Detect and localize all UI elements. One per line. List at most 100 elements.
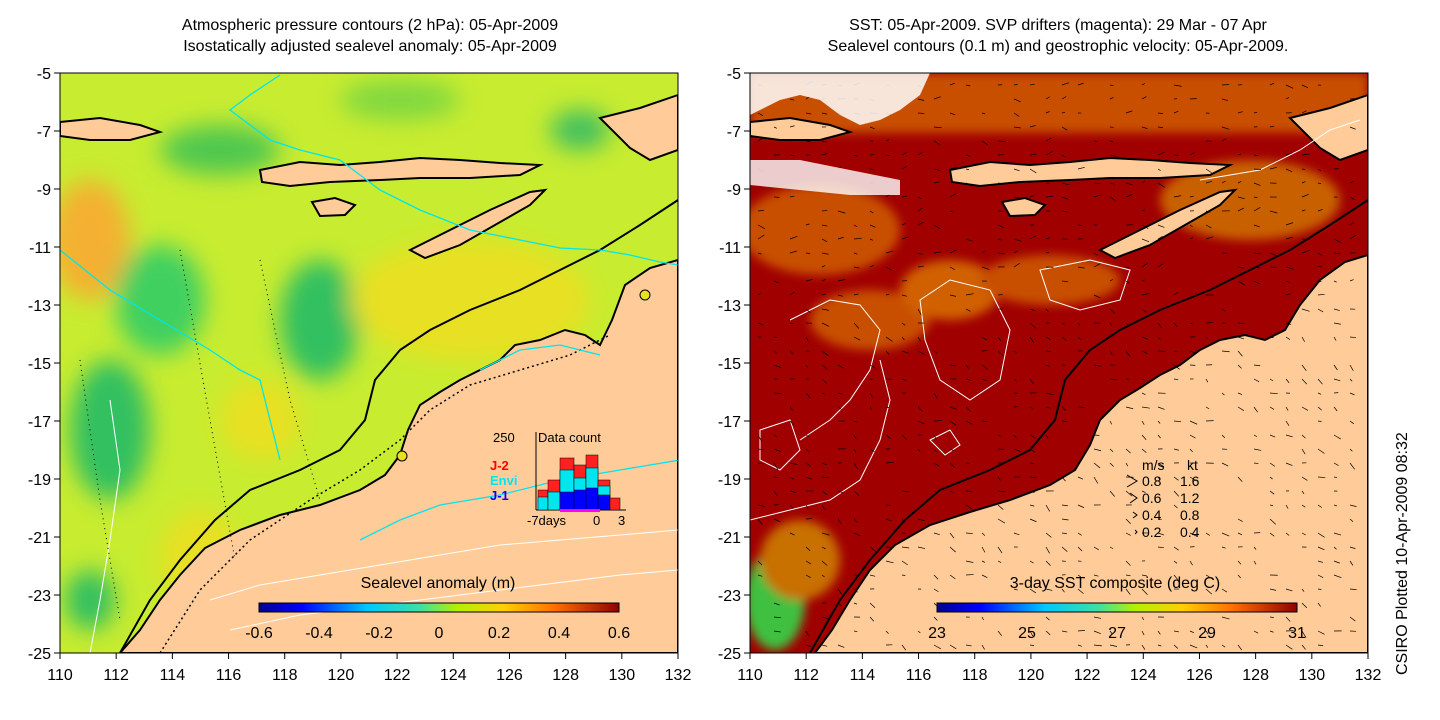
velocity-arrow	[1237, 560, 1242, 565]
velocity-arrow	[1269, 166, 1277, 170]
velocity-arrow	[1237, 266, 1245, 269]
velocity-arrow	[965, 462, 970, 465]
velocity-arrow	[757, 112, 764, 116]
velocity-arrow	[1125, 574, 1131, 577]
velocity-arrow	[1045, 588, 1053, 591]
left-colorbar-ticks: -0.6 -0.4 -0.2 0 0.2 0.4 0.6	[245, 625, 630, 642]
velocity-arrow	[949, 532, 955, 539]
velocity-arrow	[1093, 448, 1102, 452]
velocity-arrow	[1125, 266, 1130, 269]
velocity-arrow	[885, 406, 890, 409]
velocity-arrow	[869, 364, 877, 369]
velocity-arrow	[1189, 420, 1198, 425]
velocity-arrow	[1157, 322, 1162, 328]
velocity-arrow	[1173, 350, 1178, 353]
velocity-arrow	[1125, 518, 1131, 525]
velocity-arrow	[1141, 293, 1150, 296]
velocity-arrow	[821, 350, 829, 356]
velocity-arrow-icon	[1129, 492, 1138, 504]
velocity-arrow	[1333, 280, 1337, 283]
velocity-arrow	[1333, 476, 1338, 478]
velocity-arrow	[837, 392, 843, 395]
velocity-arrow	[853, 224, 858, 228]
sl-contour-4	[1039, 259, 1131, 311]
velocity-kt: 0.8	[1180, 507, 1200, 523]
velocity-arrow	[1173, 560, 1178, 564]
velocity-arrow	[1205, 210, 1211, 213]
velocity-arrow	[789, 291, 796, 296]
island-java-right	[750, 116, 854, 141]
velocity-arrow	[917, 152, 923, 156]
velocity-arrow	[1269, 82, 1275, 86]
velocity-arrow	[1237, 476, 1243, 482]
velocity-arrow	[757, 448, 765, 451]
velocity-arrow	[1253, 406, 1258, 413]
velocity-arrow	[997, 140, 1006, 142]
velocity-arrow	[1109, 97, 1114, 100]
y-tick-label: -25	[28, 646, 51, 663]
velocity-arrow	[1045, 504, 1051, 512]
velocity-arrow	[1253, 196, 1258, 199]
velocity-arrow	[949, 166, 958, 170]
velocity-arrow	[1285, 336, 1291, 340]
velocity-arrow	[1237, 364, 1242, 369]
velocity-arrow	[1237, 336, 1245, 340]
data-count-inset: 250 Data count J-2 Envi J-1 -7	[490, 430, 626, 528]
velocity-arrow	[1093, 224, 1098, 226]
velocity-arrow	[1301, 308, 1310, 312]
velocity-arrow	[773, 350, 777, 354]
velocity-arrow	[885, 266, 892, 271]
velocity-arrow	[1173, 84, 1182, 87]
velocity-arrow	[917, 420, 925, 425]
velocity-arrow	[1077, 406, 1085, 408]
velocity-arrow	[853, 518, 858, 523]
velocity-arrow	[1349, 126, 1356, 130]
velocity-arrow	[997, 336, 1002, 342]
velocity-arrow	[1109, 154, 1118, 158]
velocity-arrow	[1141, 238, 1150, 243]
velocity-arrow	[1061, 210, 1068, 213]
data-count-bar	[585, 487, 599, 511]
velocity-arrow	[1125, 560, 1131, 566]
velocity-arrow	[773, 476, 779, 478]
velocity-arrow	[789, 420, 795, 426]
velocity-arrow	[1333, 546, 1337, 550]
velocity-arrow	[1077, 504, 1085, 508]
colorbar-tick-label: 31	[1288, 625, 1306, 642]
velocity-arrow	[1221, 616, 1230, 620]
velocity-arrow	[1093, 546, 1099, 551]
sl-contour-1	[789, 299, 881, 441]
velocity-arrow	[1333, 378, 1341, 382]
velocity-arrow	[1157, 406, 1165, 410]
velocity-arrow	[853, 588, 858, 593]
velocity-arrow	[1077, 336, 1082, 341]
velocity-arrow	[1093, 263, 1101, 268]
velocity-arrow	[997, 238, 1003, 241]
velocity-arrow	[773, 490, 778, 496]
velocity-arrow	[1301, 602, 1308, 609]
velocity-arrow	[1013, 126, 1021, 129]
left-y-axis: -5 -7 -9 -11 -13 -15 -17 -19 -21 -23 -25	[28, 66, 60, 663]
velocity-arrow	[1093, 194, 1102, 198]
velocity-arrow	[853, 322, 860, 329]
velocity-arrow	[1285, 504, 1289, 509]
colorbar-tick-label: 29	[1198, 625, 1216, 642]
velocity-arrow-icon	[1132, 511, 1138, 519]
velocity-arrow	[981, 420, 988, 422]
x-tick-label: 130	[1298, 667, 1325, 684]
velocity-arrow	[1333, 574, 1342, 578]
velocity-arrow	[1189, 237, 1194, 240]
velocity-arrow	[1189, 448, 1193, 453]
velocity-arrow	[1061, 126, 1068, 131]
velocity-arrow	[997, 224, 1005, 229]
velocity-arrow	[837, 294, 844, 297]
velocity-kt: 1.2	[1180, 490, 1200, 506]
velocity-arrow	[1157, 182, 1165, 188]
velocity-arrow	[821, 392, 825, 395]
velocity-arrow	[1157, 336, 1161, 340]
velocity-arrow	[869, 392, 873, 398]
velocity-arrow	[837, 364, 845, 369]
velocity-arrow	[1349, 560, 1354, 566]
velocity-arrow	[773, 280, 779, 284]
velocity-kt: 0.4	[1180, 524, 1200, 540]
